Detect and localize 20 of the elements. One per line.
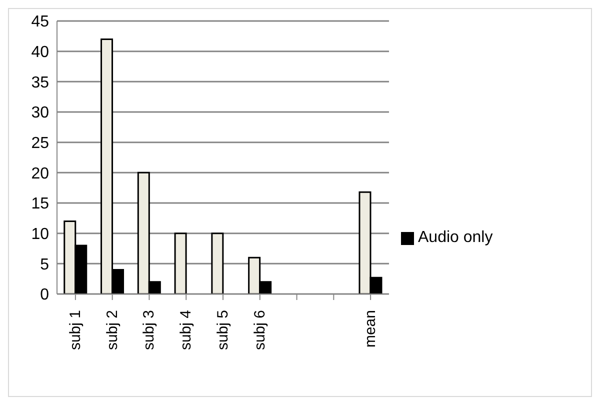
y-tick-label: 25 <box>31 135 50 152</box>
y-tick-label: 0 <box>40 286 50 304</box>
y-tick-label: 10 <box>31 226 50 244</box>
y-tick-label: 5 <box>40 256 50 274</box>
bar <box>211 232 224 294</box>
x-tick-label: mean <box>362 310 380 348</box>
y-tick-label: 30 <box>31 104 50 122</box>
bar <box>174 232 187 294</box>
legend-label: Audio only <box>418 229 493 247</box>
x-tick-label: subj 6 <box>251 310 268 350</box>
y-tick-label: 45 <box>31 14 50 31</box>
y-tick-label: 35 <box>31 74 50 92</box>
x-tick-label: subj 3 <box>140 310 158 350</box>
y-tick-label: 20 <box>31 165 50 182</box>
x-tick-label: subj 2 <box>104 310 121 350</box>
y-tick-label: 15 <box>31 196 50 213</box>
y-tick-label: 40 <box>31 44 50 62</box>
x-tick-label: subj 5 <box>214 310 232 350</box>
x-tick-label: subj 4 <box>178 310 195 350</box>
x-tick-label: subj 1 <box>66 310 84 350</box>
